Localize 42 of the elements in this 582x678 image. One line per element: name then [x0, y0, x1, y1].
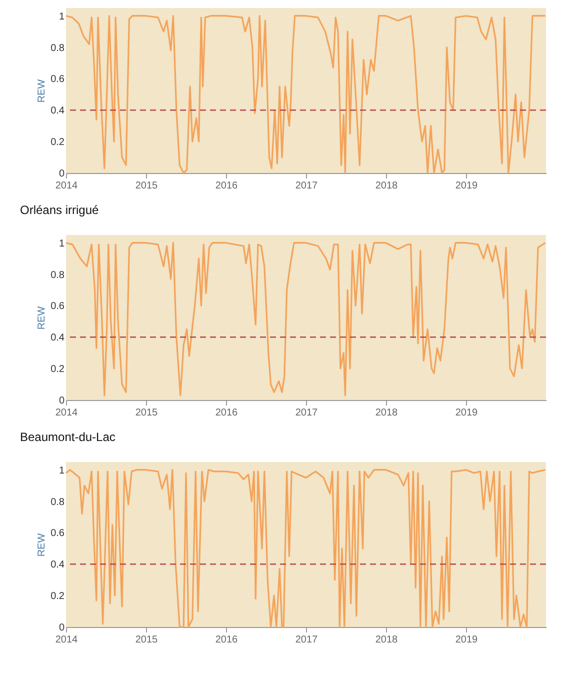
y-tick-label: 0.6	[50, 301, 65, 312]
x-tick-label: 2017	[295, 180, 318, 192]
y-tick-label: 1	[58, 465, 65, 476]
x-tick-label: 2018	[375, 180, 398, 192]
y-tick-label: 0.8	[50, 42, 65, 54]
chart-title: Orléans irrigué	[20, 203, 100, 217]
chart-title: Beaumont-du-Lac	[20, 430, 116, 444]
y-tick-label: 0.4	[50, 106, 65, 117]
x-tick-label: 2018	[375, 408, 398, 418]
y-axis-title: REW	[36, 532, 48, 557]
x-tick-label: 2015	[135, 634, 158, 646]
x-tick-label: 2014	[55, 408, 78, 418]
x-tick-label: 2018	[375, 634, 398, 646]
x-tick-label: 2016	[215, 180, 238, 192]
line-series	[65, 242, 546, 396]
y-tick-label: 1	[58, 238, 65, 250]
x-tick-label: 2019	[455, 180, 478, 192]
y-tick-label: 0.2	[50, 591, 65, 602]
x-tick-label: 2015	[135, 180, 158, 192]
y-tick-label: 0	[58, 622, 65, 634]
y-axis-title: REW	[36, 78, 48, 103]
x-tick-label: 2017	[295, 408, 318, 418]
y-tick-label: 1	[58, 11, 65, 22]
x-tick-label: 2017	[295, 634, 318, 646]
x-tick-label: 2015	[135, 408, 158, 418]
x-tick-label: 2014	[55, 180, 78, 192]
y-axis-title: REW	[36, 306, 48, 330]
x-tick-label: 2016	[215, 634, 238, 646]
y-tick-label: 0	[58, 168, 65, 180]
x-tick-label: 2016	[215, 408, 238, 418]
y-tick-label: 0.6	[50, 74, 65, 86]
y-tick-label: 0.6	[50, 528, 65, 540]
y-tick-label: 0.8	[50, 270, 65, 281]
x-tick-label: 2019	[455, 408, 478, 418]
y-tick-label: 0.2	[50, 137, 65, 148]
y-tick-label: 0	[58, 396, 65, 406]
y-tick-label: 0.4	[50, 332, 65, 344]
y-tick-label: 0.4	[50, 560, 65, 571]
x-tick-label: 2014	[55, 634, 78, 646]
y-tick-label: 0.2	[50, 364, 65, 376]
x-tick-label: 2019	[455, 634, 478, 646]
y-tick-label: 0.8	[50, 496, 65, 508]
